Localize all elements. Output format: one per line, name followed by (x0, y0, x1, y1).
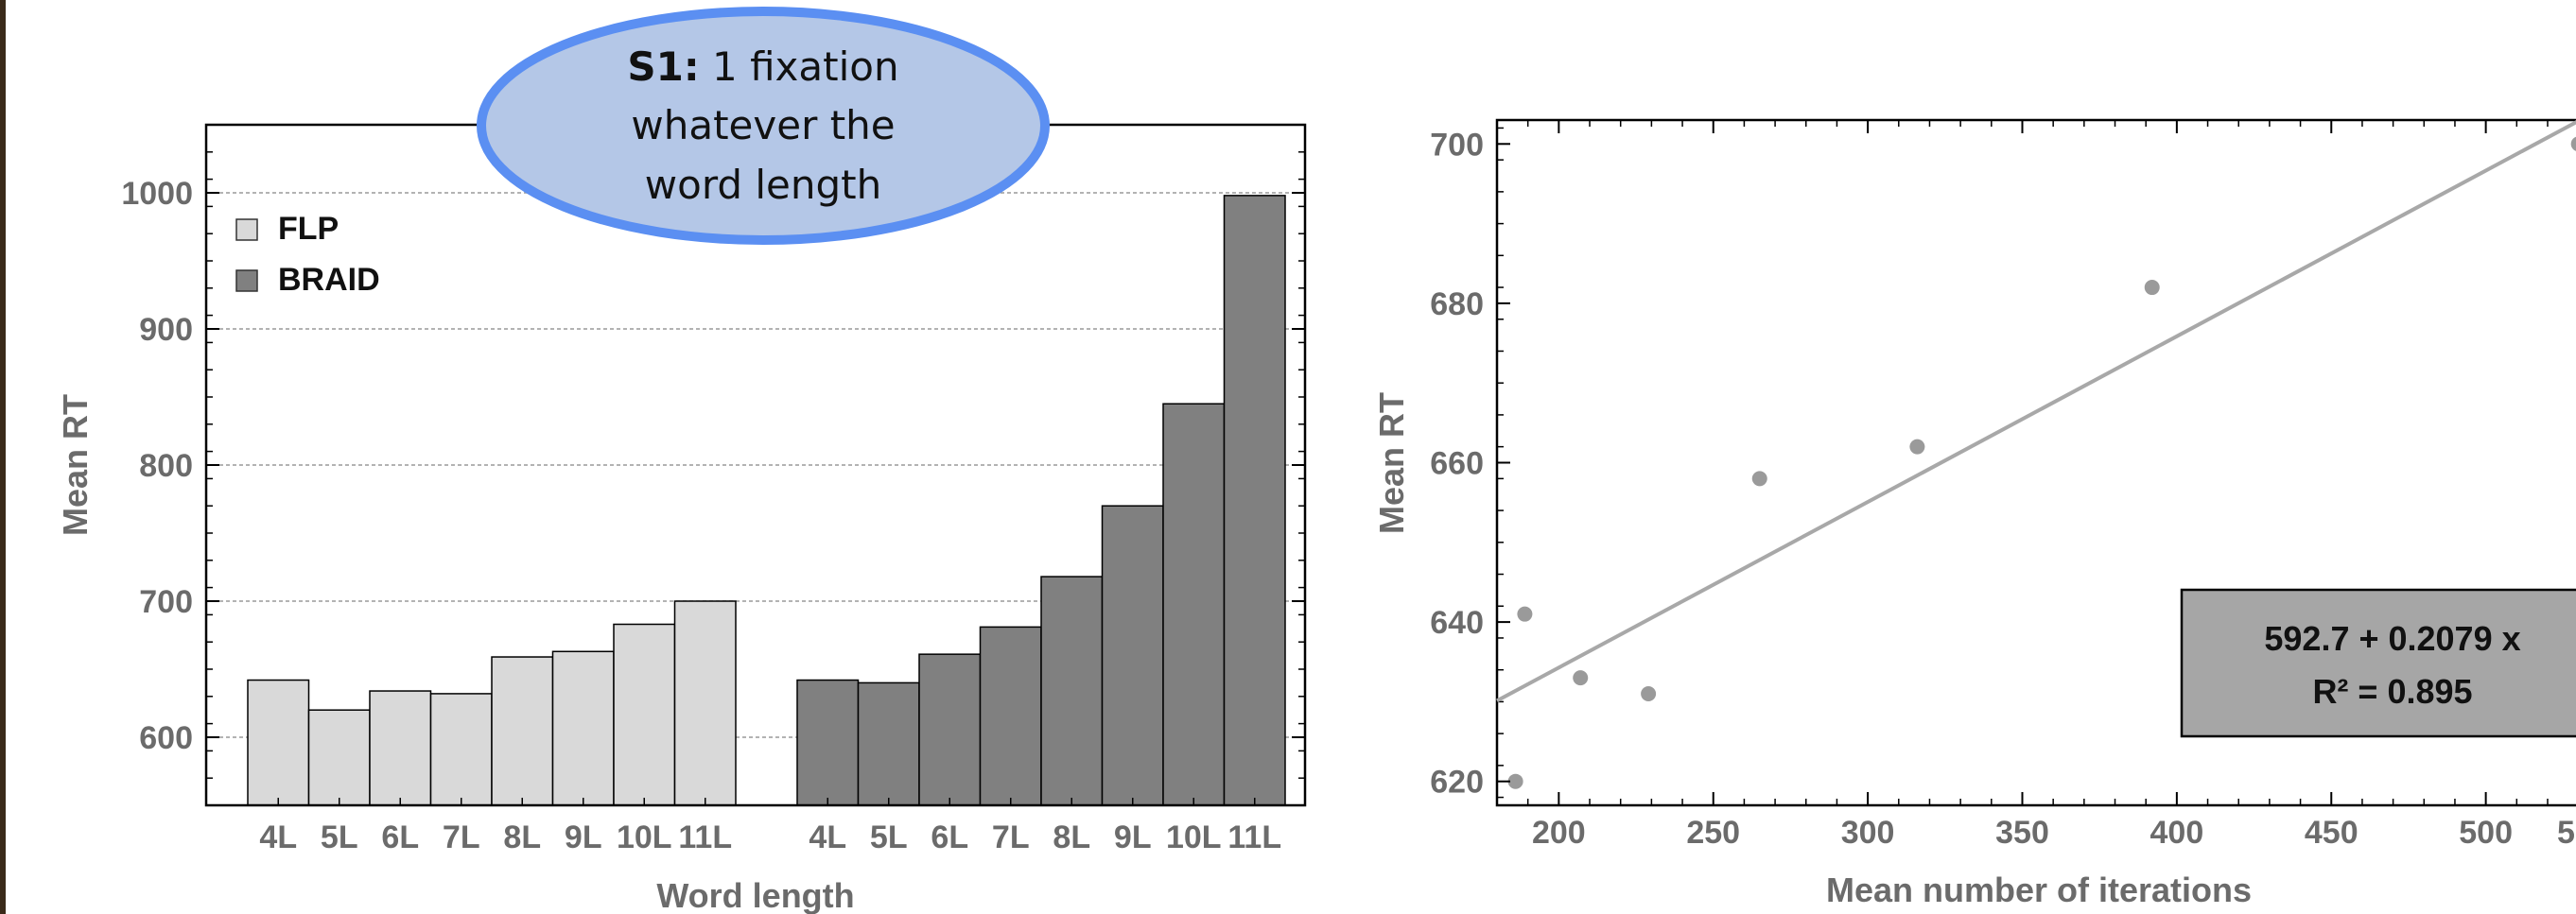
y-tick-label: 640 (1430, 605, 1484, 641)
x-tick-label: 8L (1053, 819, 1090, 855)
bar-braid-9L (1101, 505, 1164, 806)
bar-braid-10L (1162, 403, 1226, 806)
bar-chart-x-axis-title: Word length (656, 876, 854, 914)
r-squared-text: R² = 0.895 (2312, 672, 2472, 711)
bar-flp-11L (673, 600, 737, 806)
bar-braid-6L (918, 653, 982, 806)
x-tick-label: 7L (443, 819, 480, 855)
scatter-point (2144, 280, 2160, 296)
x-tick-label: 10L (1166, 819, 1222, 855)
legend-label-braid: BRAID (278, 262, 380, 298)
x-tick-label: 5L (870, 819, 908, 855)
x-tick-label: 300 (1841, 815, 1895, 851)
x-tick-label: 9L (565, 819, 602, 855)
equation-text: 592.7 + 0.2079 x (2264, 619, 2520, 658)
x-tick-label: 200 (1532, 815, 1586, 851)
x-tick-label: 6L (381, 819, 419, 855)
callout-ellipse (477, 7, 1050, 245)
x-tick-label: 5L (321, 819, 358, 855)
x-tick-label: 6L (931, 819, 968, 855)
y-tick-label: 660 (1430, 446, 1484, 482)
scatter-chart-x-axis-title: Mean number of iterations (1826, 871, 2252, 909)
callout-line-2: whatever the (631, 102, 895, 148)
x-tick-label: 8L (503, 819, 541, 855)
scatter-chart-ticks: 620 640 660 680 700 200 250 300 350 400 450 500 5 (1430, 120, 2575, 851)
scatter-chart-fit-line (1496, 120, 2576, 703)
x-tick-label: 500 (2459, 815, 2513, 851)
bar-braid-5L (857, 681, 920, 806)
bar-chart-y-axis-title: Mean RT (56, 394, 95, 536)
legend-label-flp: FLP (278, 211, 339, 247)
equation-box: 592.7 + 0.2079 x R² = 0.895 (2180, 588, 2576, 738)
regression-line (1496, 120, 2576, 703)
y-tick-label: 680 (1430, 286, 1484, 322)
bar-flp-7L (429, 693, 493, 806)
x-tick-label: 450 (2305, 815, 2358, 851)
scatter-point (1517, 606, 1533, 622)
y-tick-label: 620 (1430, 765, 1484, 801)
x-tick-label: 10L (617, 819, 672, 855)
scatter-point (1507, 773, 1523, 789)
x-tick-label: 11L (678, 819, 732, 855)
bar-flp-9L (551, 650, 615, 806)
callout-line-3: word length (645, 162, 881, 208)
x-tick-label: 7L (992, 819, 1030, 855)
bar-flp-4L (247, 679, 310, 806)
callout-bold-label: S1: (627, 43, 699, 90)
y-tick-label: 1000 (121, 176, 193, 212)
callout-line-1-rest: 1 fixation (700, 43, 899, 90)
bar-braid-7L (979, 626, 1042, 806)
x-tick-label: 5 (2557, 815, 2575, 851)
scatter-point (1751, 471, 1767, 487)
scatter-point (1909, 439, 1925, 455)
x-tick-label: 400 (2150, 815, 2204, 851)
y-tick-label: 800 (139, 448, 193, 484)
x-tick-label: 4L (259, 819, 297, 855)
scatter-point (2570, 136, 2576, 151)
bar-flp-8L (491, 656, 554, 806)
bar-flp-10L (613, 623, 676, 806)
scatter-chart: 620 640 660 680 700 200 250 300 350 400 450 500 5 59… (1372, 118, 2576, 909)
scatter-point (1641, 685, 1657, 701)
equation-box-frame (2180, 588, 2576, 738)
legend-swatch-flp (235, 218, 258, 241)
scatter-chart-points (1507, 136, 2576, 789)
bar-chart-bars (247, 195, 1286, 806)
y-tick-label: 900 (139, 312, 193, 348)
bar-chart-legend: FLP BRAID (235, 211, 380, 298)
x-tick-label: 11L (1227, 819, 1281, 855)
bar-flp-6L (369, 690, 432, 806)
frame-border-left (0, 0, 6, 914)
legend-swatch-braid (235, 269, 258, 292)
y-tick-label: 700 (139, 584, 193, 620)
callout-bubble: S1: 1 fixation whatever the word length (477, 7, 1050, 245)
bar-braid-4L (796, 679, 860, 806)
y-tick-label: 600 (139, 720, 193, 756)
y-tick-label: 700 (1430, 127, 1484, 163)
scatter-chart-y-axis-title: Mean RT (1372, 392, 1411, 534)
scatter-chart-minor-ticks (1497, 120, 2549, 805)
x-tick-label: 250 (1686, 815, 1740, 851)
bar-flp-5L (307, 709, 371, 806)
scatter-point (1573, 670, 1589, 686)
x-tick-label: 4L (809, 819, 846, 855)
bar-braid-11L (1223, 195, 1286, 806)
x-tick-label: 350 (1995, 815, 2049, 851)
callout-line-1: S1: 1 fixation (627, 43, 898, 90)
x-tick-label: 9L (1114, 819, 1152, 855)
bar-braid-8L (1040, 576, 1104, 806)
